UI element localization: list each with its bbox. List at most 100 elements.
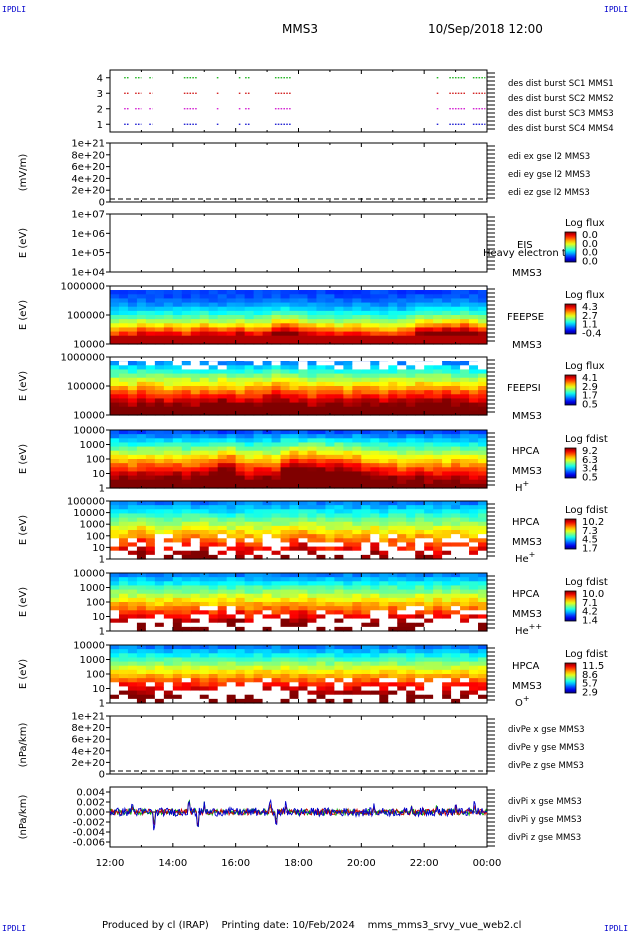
feepse-panel-heatmap-cell [325, 302, 336, 308]
hpca-hepp-panel-heatmap-cell [145, 614, 156, 620]
hpca-hepp-panel-heatmap-cell [289, 602, 300, 607]
hpca-h-panel-heatmap-cell [244, 471, 255, 477]
feepse-panel-heatmap-cell [406, 327, 416, 333]
hpca-he-panel-heatmap-cell [352, 501, 362, 506]
hpca-h-panel-heatmap-cell [118, 467, 129, 473]
hpca-hepp-panel-heatmap-cell [433, 618, 443, 624]
feepse-panel-heatmap-cell [226, 323, 237, 329]
hpca-hepp-panel-heatmap-cell [289, 610, 300, 616]
feepse-panel-heatmap-cell [199, 323, 210, 329]
feepsi-panel-heatmap-cell [217, 406, 228, 412]
hpca-o-panel-heatmap-cell [379, 657, 389, 663]
hpca-he-panel-heatmap-cell [118, 554, 129, 560]
feepse-panel-heatmap-cell [343, 335, 353, 341]
hpca-h-panel-heatmap-cell [370, 442, 380, 448]
feepsi-panel-heatmap-cell [433, 381, 443, 387]
hpca-hepp-panel-heatmap-cell [244, 626, 255, 632]
feepsi-panel-heatmap-cell [478, 373, 488, 379]
feepse-panel-heatmap-cell [451, 294, 461, 300]
hpca-hepp-panel-heatmap-cell [190, 618, 201, 624]
hpca-o-panel-heatmap-cell [118, 682, 129, 688]
feepsi-panel-heatmap-cell [280, 373, 291, 379]
hpca-he-panel-heatmap-cell [235, 538, 246, 544]
hpca-o-panel-heatmap-cell [253, 698, 264, 704]
hpca-he-panel-heatmap-cell [379, 505, 389, 510]
feepse-panel-heatmap-cell [244, 290, 255, 295]
hpca-he-panel-heatmap-cell [190, 550, 201, 556]
hpca-he-panel-heatmap-cell [217, 554, 228, 560]
hpca-hepp-panel-heatmap-cell [271, 622, 282, 628]
feepse-panel-heatmap-cell [415, 302, 425, 308]
hpca-o-panel-heatmap-cell [154, 682, 165, 688]
hpca-he-panel-heatmap-cell [136, 542, 147, 548]
hpca-he-panel-heatmap-cell [127, 513, 138, 519]
hpca-he-panel-heatmap-cell [388, 525, 398, 531]
hpca-hepp-panel-heatmap-cell [208, 581, 219, 587]
hpca-hepp-panel-heatmap-cell [451, 573, 461, 578]
feepse-panel-heatmap-cell [370, 298, 380, 304]
feepse-panel-heatmap-cell [110, 298, 120, 304]
feepsi-panel-heatmap-cell [181, 373, 192, 379]
hpca-h-panel-heatmap-cell [208, 479, 219, 485]
hpca-h-panel-heatmap-cell [110, 434, 120, 439]
hpca-h-panel-heatmap-cell [469, 446, 479, 452]
feepse-panel-heatmap-cell [136, 306, 147, 312]
hpca-hepp-panel-heatmap-cell [397, 573, 407, 578]
hpca-he-panel-heatmap-cell [262, 505, 273, 510]
hpca-h-panel-heatmap-cell [361, 459, 371, 464]
hpca-h-panel-species-label: H+ [515, 479, 529, 494]
feepsi-panel-heatmap [110, 357, 488, 416]
hpca-he-panel-heatmap-cell [451, 509, 461, 515]
hpca-o-panel-colorbar-tick: 5.7 [582, 679, 598, 690]
hpca-h-panel-heatmap [110, 430, 488, 489]
burst-panel-legend-entry: des dist burst SC3 MMS3 [508, 109, 614, 119]
feepse-panel-heatmap-cell [406, 315, 416, 320]
hpca-he-panel-heatmap-cell [388, 550, 398, 556]
hpca-hepp-panel-heatmap-cell [406, 606, 416, 611]
hpca-hepp-panel-heatmap-cell [415, 610, 425, 616]
hpca-o-panel-heatmap-cell [307, 686, 318, 692]
hpca-he-panel-heatmap-cell [442, 521, 452, 527]
feepsi-panel-heatmap-cell [190, 381, 201, 387]
feepsi-panel-heatmap-cell [460, 402, 470, 408]
feepsi-panel-heatmap-cell [172, 394, 183, 400]
feepsi-panel-heatmap-cell [469, 377, 479, 383]
hpca-o-panel-heatmap-cell [110, 674, 120, 679]
feepsi-panel-heatmap-cell [181, 410, 192, 416]
hpca-he-panel-heatmap-cell [280, 542, 291, 548]
hpca-h-panel-heatmap-cell [325, 438, 336, 444]
hpca-o-panel-ytick-label: 10 [92, 684, 105, 695]
hpca-hepp-panel-heatmap-cell [235, 602, 246, 607]
hpca-h-panel-heatmap-cell [352, 446, 362, 452]
hpca-he-panel-heatmap-cell [397, 517, 407, 523]
hpca-h-panel-heatmap-cell [280, 454, 291, 460]
hpca-h-panel-heatmap-cell [379, 438, 389, 444]
feepse-panel-heatmap-cell [235, 315, 246, 320]
hpca-hepp-panel-heatmap-cell [451, 610, 461, 616]
feepse-panel-heatmap-cell [316, 298, 327, 304]
hpca-o-panel-heatmap-cell [253, 686, 264, 692]
feepse-panel-heatmap-cell [469, 331, 479, 337]
hpca-h-panel-heatmap-cell [235, 483, 246, 489]
hpca-h-panel-heatmap-cell [280, 475, 291, 481]
feepsi-panel-colorbar-tick: 1.7 [582, 391, 598, 402]
feepse-panel-colorbar-tick: 4.3 [582, 302, 598, 313]
feepse-panel-heatmap-cell [280, 310, 291, 316]
hpca-he-panel-heatmap-cell [181, 505, 192, 510]
hpca-hepp-panel-heatmap-cell [406, 585, 416, 591]
hpca-he-panel-heatmap-cell [469, 521, 479, 527]
hpca-h-panel-heatmap-cell [199, 446, 210, 452]
feepse-panel-heatmap-cell [190, 306, 201, 312]
feepse-panel-heatmap-cell [478, 323, 488, 329]
hpca-o-panel-heatmap-cell [442, 645, 452, 650]
hpca-he-panel-heatmap-cell [424, 501, 434, 506]
hpca-hepp-panel-heatmap-cell [136, 597, 147, 603]
hpca-o-panel-heatmap-cell [352, 678, 362, 683]
feepse-panel-heatmap-cell [451, 302, 461, 308]
hpca-hepp-panel-heatmap-cell [163, 614, 174, 620]
feepsi-panel-heatmap-cell [253, 386, 264, 391]
feepsi-panel-heatmap-cell [415, 398, 425, 404]
hpca-hepp-panel-heatmap-cell [343, 610, 353, 616]
feepse-panel-heatmap-cell [442, 310, 452, 316]
feepsi-panel-heatmap-cell [433, 394, 443, 400]
